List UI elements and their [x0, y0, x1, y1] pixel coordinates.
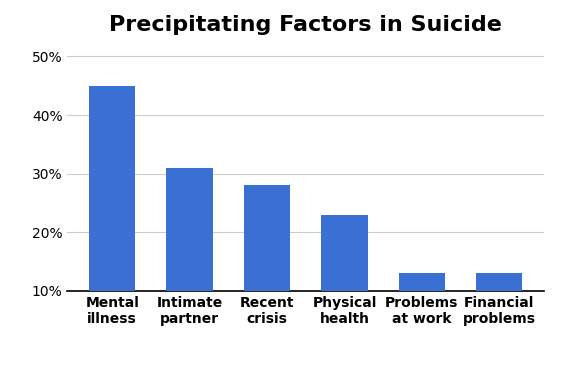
- Bar: [321, 215, 367, 350]
- Bar: [399, 273, 445, 350]
- Title: Precipitating Factors in Suicide: Precipitating Factors in Suicide: [109, 15, 502, 35]
- Bar: [476, 273, 522, 350]
- Bar: [167, 168, 213, 350]
- Bar: [89, 86, 135, 350]
- Bar: [244, 185, 290, 350]
